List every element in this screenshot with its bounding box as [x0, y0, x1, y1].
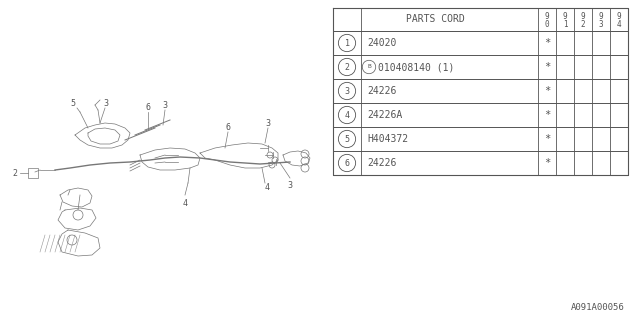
Text: H404372: H404372: [367, 134, 408, 144]
Text: *: *: [544, 38, 550, 48]
Text: 2: 2: [12, 169, 17, 178]
Text: 3: 3: [104, 100, 109, 108]
Text: 24226: 24226: [367, 158, 396, 168]
Text: 9: 9: [617, 12, 621, 20]
Text: 9: 9: [598, 12, 604, 20]
Text: 1: 1: [344, 38, 349, 47]
Text: *: *: [544, 158, 550, 168]
Text: 0: 0: [545, 20, 549, 29]
Text: 2: 2: [580, 20, 586, 29]
Text: 24020: 24020: [367, 38, 396, 48]
Text: *: *: [544, 62, 550, 72]
Text: PARTS CORD: PARTS CORD: [406, 14, 465, 25]
Text: 4: 4: [265, 182, 270, 191]
Text: 2: 2: [344, 62, 349, 71]
Text: 4: 4: [617, 20, 621, 29]
Text: A091A00056: A091A00056: [572, 303, 625, 312]
Text: 010408140 (1): 010408140 (1): [378, 62, 454, 72]
Text: *: *: [544, 134, 550, 144]
Text: 4: 4: [344, 110, 349, 119]
Text: 1: 1: [563, 20, 567, 29]
Text: 3: 3: [287, 181, 292, 190]
Text: 3: 3: [266, 119, 271, 129]
Text: 3: 3: [344, 86, 349, 95]
Text: 5: 5: [344, 134, 349, 143]
Text: *: *: [544, 86, 550, 96]
Text: B: B: [367, 65, 371, 69]
Text: 9: 9: [580, 12, 586, 20]
Text: 6: 6: [225, 124, 230, 132]
Text: 9: 9: [563, 12, 567, 20]
Text: 6: 6: [344, 158, 349, 167]
Text: 24226A: 24226A: [367, 110, 403, 120]
Text: 5: 5: [70, 100, 76, 108]
Text: 9: 9: [545, 12, 549, 20]
Text: 3: 3: [163, 101, 168, 110]
Text: *: *: [544, 110, 550, 120]
Text: 24226: 24226: [367, 86, 396, 96]
Text: 3: 3: [598, 20, 604, 29]
Text: 6: 6: [145, 103, 150, 113]
Text: 4: 4: [182, 199, 188, 208]
